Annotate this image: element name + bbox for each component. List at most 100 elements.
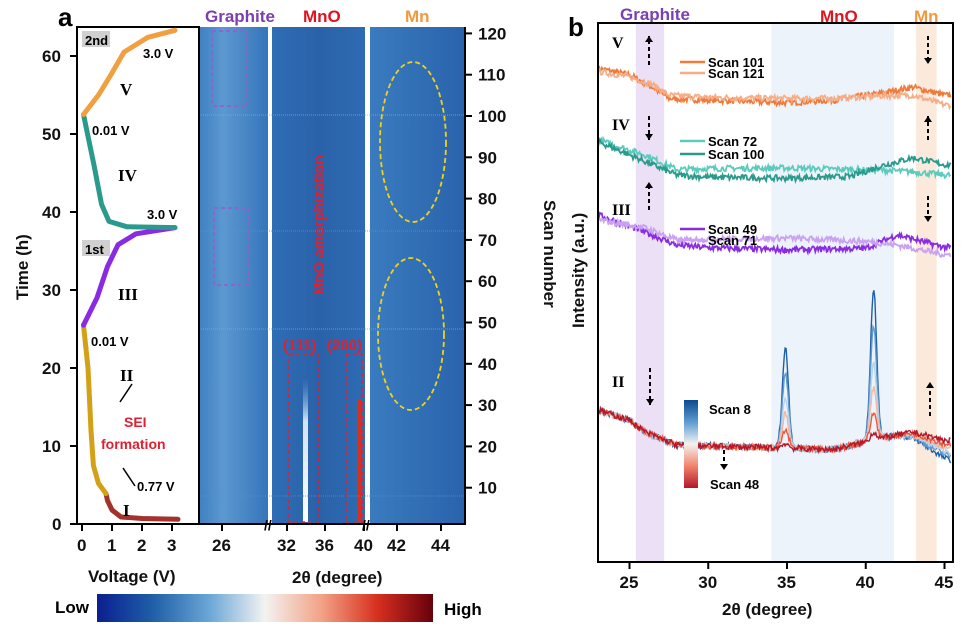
colorbar-high-label: High <box>444 600 482 619</box>
xrd-curve-scan-49 <box>597 211 952 256</box>
heatmap-x-tick-label: 36 <box>315 536 334 555</box>
voltage-curve-stage-II <box>81 322 109 497</box>
xrd-curve-scan-71 <box>597 217 952 259</box>
time-tick-label: 20 <box>42 359 61 378</box>
peak-label-200: (200) <box>327 337 362 354</box>
annotation-077v: 0.77 V <box>137 479 175 494</box>
xrd-xlabel: 2θ (degree) <box>722 600 812 619</box>
heatmap: (111) (200) MnO amorphization <box>199 27 465 524</box>
heatmap-peak-200 <box>358 400 362 522</box>
arrow-sei-lower <box>122 467 136 487</box>
scan-tick-label: 70 <box>478 231 497 250</box>
annotation-3v-mid: 3.0 V <box>147 207 178 222</box>
graphite-box-upper <box>211 30 248 107</box>
xrd-plot-frame <box>597 22 954 563</box>
colorbar <box>97 594 433 622</box>
scan-tick-label: 90 <box>478 148 497 167</box>
panel-b-label: b <box>568 12 584 42</box>
legend-label: Scan 49 <box>708 222 757 237</box>
mn-ellipse-lower <box>377 257 445 411</box>
voltage-curve-stage-I <box>103 491 181 522</box>
heatmap-x-tick-label: 32 <box>277 536 296 555</box>
heatmap-x-tick-label: 40 <box>354 536 373 555</box>
peak-box-200 <box>345 353 363 523</box>
legend-label: Scan 71 <box>708 233 757 248</box>
stage-label-II: II <box>120 366 134 385</box>
cycle-label-1st: 1st <box>85 242 104 257</box>
arrow-up-icon-head <box>645 182 653 188</box>
voltage-tick-label: 3 <box>167 536 176 555</box>
scan-tick-label: 110 <box>478 66 505 85</box>
voltage-xlabel: Voltage (V) <box>88 567 176 586</box>
xrd-x-tick-label: 30 <box>698 573 717 592</box>
scan-tick-label: 30 <box>478 396 497 415</box>
b-region-label-mno: MnO <box>820 7 858 26</box>
xrd-stage-label-V: V <box>612 35 624 52</box>
cycle-badge-1st <box>82 240 110 256</box>
region-label-graphite: Graphite <box>205 7 275 26</box>
voltage-curve-stage-V <box>81 27 178 117</box>
legend-label: Scan 72 <box>708 134 757 149</box>
heatmap-segment-graphite <box>199 27 268 524</box>
heatmap-xlabel: 2θ (degree) <box>292 568 382 587</box>
heatmap-segment-mn <box>370 27 465 524</box>
arrow-down-icon-head <box>924 58 932 64</box>
voltage-tick-label: 1 <box>107 536 116 555</box>
heatmap-x-tick-label: 44 <box>431 536 450 555</box>
arrow-up-icon-head <box>645 36 653 42</box>
stage-label-V: V <box>120 80 133 99</box>
axis-break-icon: // <box>264 517 272 533</box>
xrd-curve-scan-series-5 <box>597 405 951 455</box>
xrd-ylabel: Intensity (a.u.) <box>569 213 588 328</box>
sei-label-1: SEI <box>124 414 147 430</box>
scan-tick-label: 10 <box>478 479 497 498</box>
arrow-up-icon-head <box>924 116 932 122</box>
b-region-label-mn: Mn <box>914 7 939 26</box>
panel-a-label: a <box>58 2 73 32</box>
xrd-x-tick-label: 25 <box>620 573 639 592</box>
amorphization-label: MnO amorphization <box>311 155 328 295</box>
band-mno <box>771 24 895 561</box>
stage-label-III: III <box>118 285 138 304</box>
voltage-tick-label: 2 <box>137 536 146 555</box>
b-region-label-graphite: Graphite <box>620 5 690 24</box>
xrd-x-tick-label: 40 <box>856 573 875 592</box>
time-tick-label: 10 <box>42 437 61 456</box>
arrow-down-icon-head <box>720 464 728 470</box>
scan-tick-label: 20 <box>478 437 497 456</box>
annotation-3v-top: 3.0 V <box>143 46 174 61</box>
xrd-stage-label-III: III <box>612 202 631 219</box>
region-label-mn: Mn <box>405 7 430 26</box>
arrow-up-icon-head <box>926 382 934 388</box>
cycle-badge-2nd <box>82 31 110 47</box>
legend-label: Scan 100 <box>708 147 764 162</box>
stage-label-IV: IV <box>118 166 138 185</box>
voltage-curve-stage-III <box>81 225 178 328</box>
region-label-mno: MnO <box>303 7 341 26</box>
peak-label-111: (111) <box>283 337 316 354</box>
heatmap-segment-mno <box>272 27 365 524</box>
band-graphite <box>635 24 665 561</box>
scan-tick-label: 60 <box>478 272 497 291</box>
scan-tick-label: 80 <box>478 190 497 209</box>
annotation-001v-1: 0.01 V <box>91 334 129 349</box>
heatmap-ylabel: Scan number <box>540 200 559 308</box>
arrow-down-icon-head <box>646 399 654 405</box>
voltage-tick-label: 0 <box>77 536 86 555</box>
xrd-curve-scan-121 <box>597 68 952 111</box>
time-ylabel: Time (h) <box>13 234 32 300</box>
arrow-down-icon-head <box>924 216 932 222</box>
axis-break-icon: // <box>362 517 370 533</box>
legend-label: Scan 121 <box>708 66 764 81</box>
stage-label-I: I <box>123 501 130 520</box>
graphite-box-lower <box>213 207 250 286</box>
time-tick-label: 60 <box>42 47 61 66</box>
heatmap-peak-111 <box>303 378 308 522</box>
band-mn <box>916 24 937 561</box>
mn-ellipse-upper <box>379 61 447 223</box>
voltage-curve-stage-IV <box>81 112 178 231</box>
legend-scan-end: Scan 48 <box>710 477 759 492</box>
heatmap-x-tick-label: 26 <box>212 536 231 555</box>
xrd-curve-scan-72 <box>597 135 952 180</box>
